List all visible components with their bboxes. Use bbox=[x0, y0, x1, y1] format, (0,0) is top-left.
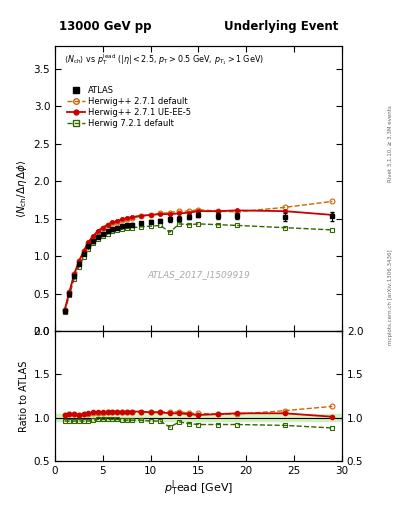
Text: mcplots.cern.ch [arXiv:1306.3436]: mcplots.cern.ch [arXiv:1306.3436] bbox=[388, 249, 393, 345]
Text: Rivet 3.1.10, ≥ 3.3M events: Rivet 3.1.10, ≥ 3.3M events bbox=[388, 105, 393, 182]
Bar bbox=[55, 414, 342, 421]
Y-axis label: Ratio to ATLAS: Ratio to ATLAS bbox=[19, 360, 29, 432]
Text: 13000 GeV pp: 13000 GeV pp bbox=[59, 20, 151, 33]
Text: Underlying Event: Underlying Event bbox=[224, 20, 338, 33]
Y-axis label: $\langle N_{\mathrm{ch}}/ \Delta\eta\,\Delta\phi \rangle$: $\langle N_{\mathrm{ch}}/ \Delta\eta\,\D… bbox=[15, 159, 29, 218]
X-axis label: $p_{\mathrm{T}}^{\mathrm{l}}$ead [GeV]: $p_{\mathrm{T}}^{\mathrm{l}}$ead [GeV] bbox=[164, 478, 233, 498]
Legend: ATLAS, Herwig++ 2.7.1 default, Herwig++ 2.7.1 UE-EE-5, Herwig 7.2.1 default: ATLAS, Herwig++ 2.7.1 default, Herwig++ … bbox=[65, 84, 193, 130]
Text: $\langle N_{\mathrm{ch}}\rangle$ vs $p_{\mathrm{T}}^{\mathrm{lead}}$ ($|\eta| < : $\langle N_{\mathrm{ch}}\rangle$ vs $p_{… bbox=[64, 52, 264, 67]
Text: ATLAS_2017_I1509919: ATLAS_2017_I1509919 bbox=[147, 270, 250, 279]
